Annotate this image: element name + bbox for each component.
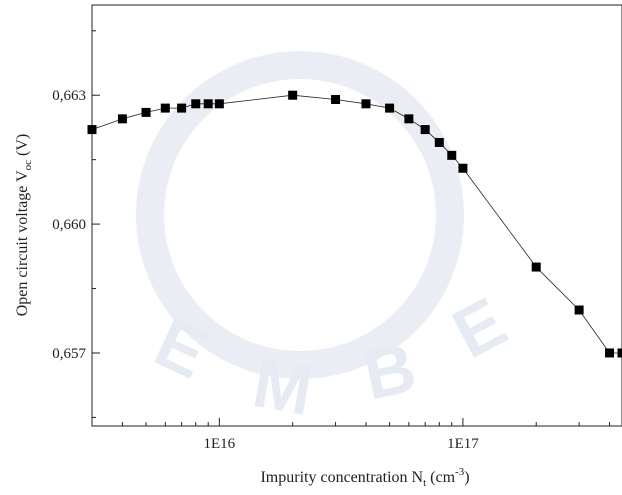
x-tick-label: 1E17	[447, 436, 479, 452]
data-point	[385, 103, 395, 113]
tick-labels: 1E16 1E17 0,657 0,660 0,663	[52, 88, 479, 452]
data-point	[214, 99, 224, 109]
data-point	[331, 95, 341, 105]
data-point	[404, 114, 414, 124]
y-axis-title: Open circuit voltage Voc (V)	[14, 134, 34, 317]
x-tick-label: 1E16	[204, 436, 236, 452]
y-tick-label: 0,660	[52, 217, 86, 233]
data-point	[574, 305, 584, 315]
data-point	[141, 107, 151, 117]
data-point	[288, 90, 298, 100]
plot-frame	[91, 4, 622, 427]
x-axis-title: Impurity concentration Nt (cm-3)	[260, 466, 469, 489]
data-point	[447, 150, 457, 160]
y-tick-label: 0,663	[52, 88, 86, 104]
data-point	[434, 137, 444, 147]
data-point	[203, 99, 213, 109]
svg-text:E: E	[440, 282, 518, 373]
data-point	[458, 163, 468, 173]
data-point	[605, 348, 615, 358]
data-point	[160, 103, 170, 113]
data-point	[191, 99, 201, 109]
data-point	[87, 125, 97, 135]
data-points	[87, 90, 622, 358]
data-point	[117, 114, 127, 124]
data-point	[177, 103, 187, 113]
svg-text:B: B	[357, 328, 423, 415]
y-tick-label: 0,657	[52, 346, 86, 362]
data-point	[617, 348, 622, 358]
watermark: E M B E	[136, 51, 518, 430]
data-point	[361, 99, 371, 109]
data-point	[420, 125, 430, 135]
axis-ticks	[91, 30, 611, 426]
svg-text:M: M	[247, 343, 318, 430]
data-point	[531, 262, 541, 272]
